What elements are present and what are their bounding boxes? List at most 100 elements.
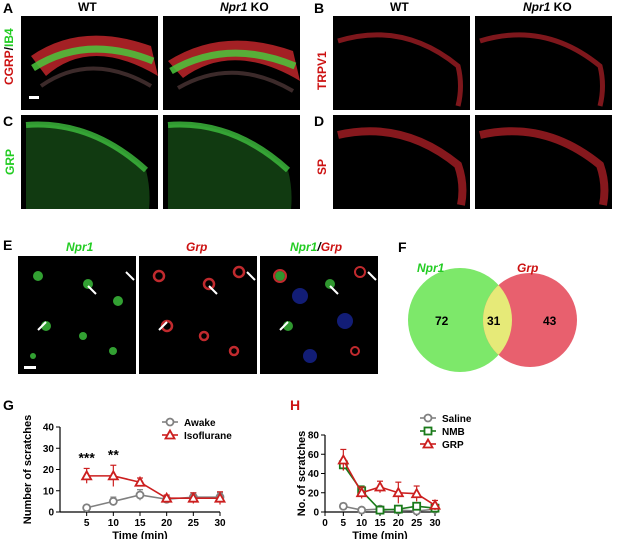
data-point-nmb [393,504,403,514]
data-point-grp [410,487,423,499]
gene-name: Npr1 [523,0,551,14]
data-point-nmb [412,501,422,511]
data-point-isoflurane [213,491,227,503]
panel-a-col-ko: Npr1 KO [220,0,269,14]
chart-h: 0 20 40 60 80 0 5 10 15 20 25 30 Time (min) No. of sc… [296,413,472,539]
x-tick-label: 30 [214,518,226,529]
panel-b-col-ko: Npr1 KO [523,0,572,14]
panel-c-stain-label: GRP [3,148,17,175]
legend-label-saline: Saline [442,414,472,425]
panel-d-stain-label: SP [315,158,329,175]
y-tick-label: 40 [43,423,55,434]
micrograph-e-grp [139,256,257,374]
micrograph-d-ko [475,115,612,209]
venn-circle-npr1 [408,268,512,372]
y-tick-label: 10 [43,486,55,497]
cgrp-label: CGRP [2,50,16,85]
panel-letter-h: H [290,397,301,413]
x-tick-label: 0 [322,518,328,529]
legend-marker-isoflurane [163,428,177,440]
legend-marker-nmb [423,426,433,436]
x-tick-label: 25 [188,518,200,529]
micrograph-e-npr1 [18,256,136,374]
panel-e-title-grp: Grp [186,240,208,254]
y-tick-label: 80 [308,431,320,442]
data-point-isoflurane [133,475,147,487]
micrograph-a-ko [163,16,300,110]
x-tick-label: 30 [429,518,441,529]
legend-label-nmb: NMB [442,427,465,438]
venn-label-npr1: Npr1 [417,261,445,275]
panel-b-col-wt: WT [390,0,409,14]
npr1-text: Npr1 [290,240,318,254]
panel-a-stain-label: CGRP/IB4 [2,28,16,85]
legend-marker-saline [423,413,433,423]
legend-label-isoflurane: Isoflurane [184,431,232,442]
data-point-grp [355,486,368,498]
micrograph-a-wt [21,16,158,110]
slash: / [317,240,321,254]
legend-label-awake: Awake [184,418,216,429]
panel-letter-e: E [3,237,13,253]
panel-letter-g: G [3,397,14,413]
series-line-awake [86,494,220,509]
legend-label-grp: GRP [442,440,464,451]
data-point-grp [337,453,350,465]
panel-a-col-wt: WT [78,0,97,14]
ko-suffix: KO [550,0,572,14]
micrograph-e-merge [260,256,378,374]
y-tick-label: 0 [313,508,319,519]
chart-g: 0 10 20 30 40 5 10 15 20 25 30 Time (min) Number of … [22,415,232,539]
panel-letter-b: B [314,0,325,16]
panel-letter-f: F [398,239,407,255]
x-tick-label: 10 [356,518,368,529]
micrograph-d-wt [333,115,470,209]
x-tick-label: 5 [341,518,347,529]
micrograph-b-ko [475,16,612,110]
x-axis-title: Time (min) [352,530,408,539]
panel-b-stain-label: TRPV1 [315,51,329,90]
venn-label-grp: Grp [517,261,538,275]
legend-marker-grp [421,437,435,449]
y-axis-title: Number of scratches [22,415,34,524]
micrograph-b-wt [333,16,470,110]
data-point-awake [135,490,145,500]
ib4-label: IB4 [2,28,16,47]
data-point-isoflurane [160,491,173,503]
data-point-grp [428,498,442,510]
data-point-awake [108,496,118,506]
venn-diagram: Npr1 Grp 72 31 43 [408,261,577,372]
data-point-saline [338,501,348,511]
significance-stars: *** [78,449,95,465]
x-tick-label: 25 [411,518,423,529]
micrograph-c-wt [21,115,158,209]
data-point-isoflurane [80,469,93,481]
y-axis-title: No. of scratches [296,431,308,517]
y-tick-label: 20 [308,488,320,499]
data-point-isoflurane [187,491,200,503]
series-line-nmb [342,464,436,511]
x-axis-title: Time (min) [112,530,168,539]
panel-e-title-merge: Npr1/Grp [290,240,342,254]
y-tick-label: 40 [308,469,320,480]
venn-count-npr1-only: 72 [435,314,449,328]
slash: / [2,46,16,51]
grp-text: Grp [320,240,343,254]
panel-letter-a: A [3,0,14,16]
panel-letter-c: C [3,113,14,129]
significance-stars: ** [108,446,119,462]
panel-e-title-npr1: Npr1 [66,240,94,254]
y-tick-label: 60 [308,450,320,461]
x-tick-label: 20 [161,518,173,529]
series-line-grp [342,459,436,506]
y-tick-label: 0 [48,508,54,519]
venn-count-overlap: 31 [487,314,501,328]
data-point-isoflurane [107,469,120,481]
ko-suffix: KO [247,0,269,14]
venn-circle-grp [483,273,577,367]
micrograph-c-ko [163,115,300,209]
x-tick-label: 5 [84,518,90,529]
data-point-saline [357,505,367,515]
gene-name: Npr1 [220,0,248,14]
data-point-grp [373,480,387,492]
